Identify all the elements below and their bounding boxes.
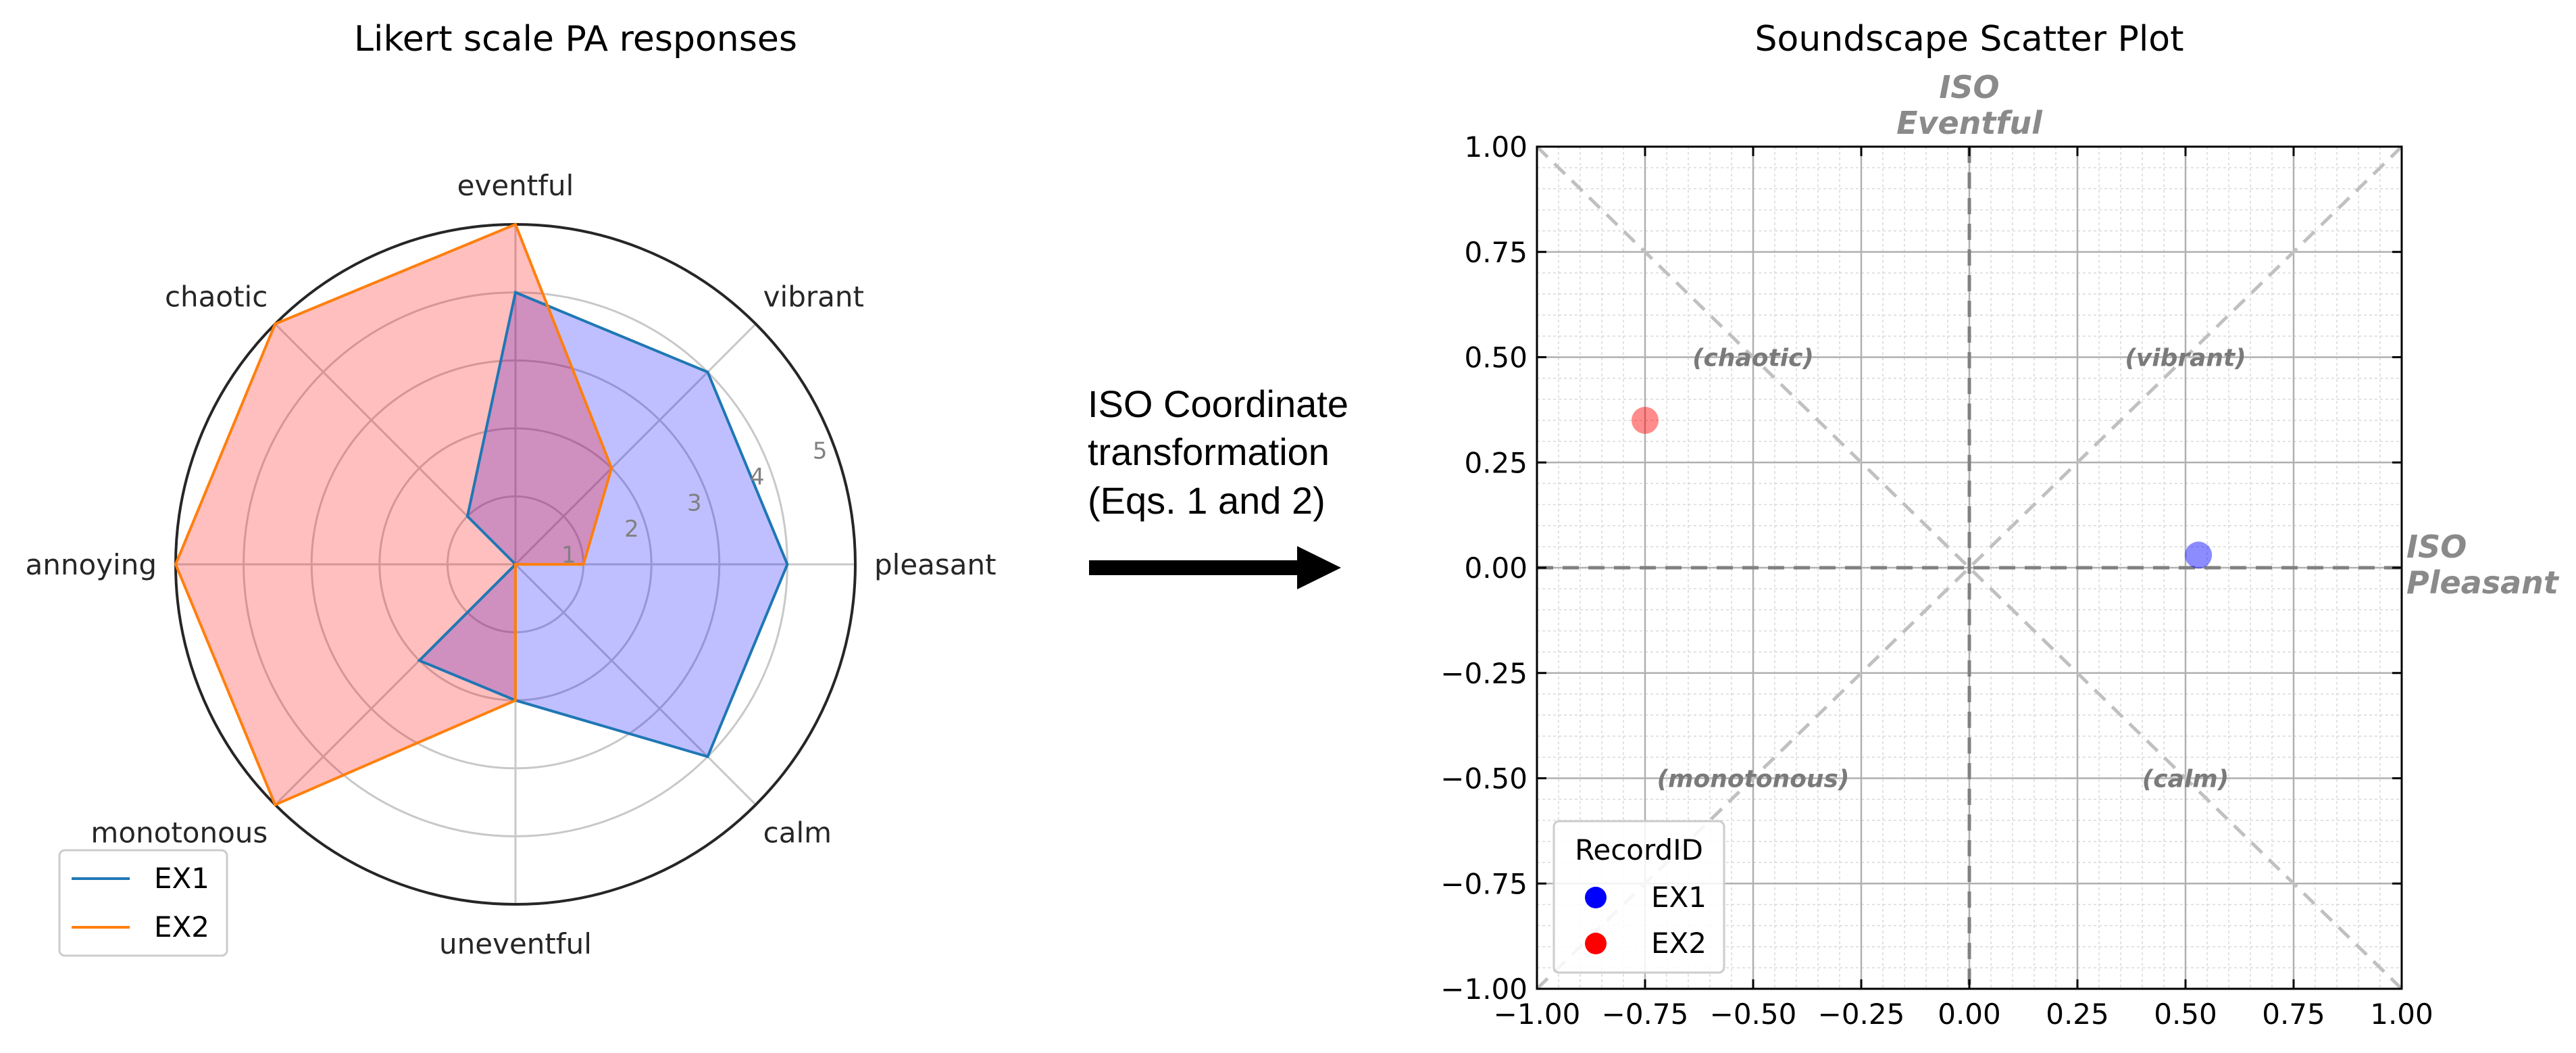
radar-legend-frame [58, 849, 228, 957]
y-tick-label: 0.50 [1464, 341, 1527, 374]
x-tick-label: −0.25 [1818, 998, 1905, 1031]
radar-radial-tick-3: 3 [687, 490, 702, 517]
radar-label-annoying: annoying [26, 548, 157, 581]
x-tick-label: −1.00 [1494, 998, 1581, 1031]
scatter-title: Soundscape Scatter Plot [1755, 19, 2184, 59]
radar-radial-tick-2: 2 [624, 516, 639, 543]
quadrant-label-vibrant: (vibrant) [2125, 345, 2246, 372]
scatter-legend-title: RecordID [1575, 833, 1703, 866]
radar-category-labels: pleasant vibrant eventful chaotic annoying mo… [26, 169, 996, 960]
y-tick-label: 0.00 [1464, 552, 1527, 585]
radar-label-chaotic: chaotic [165, 280, 268, 313]
radar-radial-ticks: 1 2 3 4 5 [561, 438, 827, 569]
y-tick-label: −1.00 [1440, 973, 1527, 1006]
radar-spoke-vibrant [514, 323, 757, 566]
y-tick-label: 0.75 [1464, 236, 1527, 269]
scatter-point-ex1 [2185, 541, 2213, 569]
y-tick-label: 0.25 [1464, 446, 1527, 479]
scatter-legend-label-ex2: EX2 [1651, 927, 1707, 960]
transform-annotation: ISO Coordinate transformation (Eqs. 1 an… [1088, 383, 1348, 589]
x-tick-label: 0.00 [1938, 998, 2001, 1031]
scatter-points [1632, 406, 2213, 569]
y-tick-label: −0.25 [1440, 657, 1527, 690]
scatter-x-axis-label: ISO Pleasant [2406, 529, 2560, 601]
transform-line-1: ISO Coordinate [1088, 383, 1348, 425]
radar-label-pleasant: pleasant [874, 548, 996, 581]
x-tick-label: 0.25 [2046, 998, 2109, 1031]
x-axis-label-line-1: ISO [2406, 529, 2467, 565]
radar-title: Likert scale PA responses [354, 19, 797, 59]
x-tick-label: 1.00 [2370, 998, 2433, 1031]
scatter-chart: Soundscape Scatter Plot (chaotic) (vibra… [1440, 19, 2560, 1031]
scatter-zero-axes [1537, 147, 2402, 989]
radar-area-ex2 [176, 224, 612, 805]
radar-label-calm: calm [763, 816, 832, 850]
y-tick-label: −0.50 [1440, 762, 1527, 795]
x-tick-label: 0.75 [2262, 998, 2325, 1031]
radar-line-ex2 [174, 222, 613, 807]
scatter-legend: RecordID EX1 EX2 [1552, 820, 1725, 974]
radar-chart: Likert scale PA responses pleasant vibran… [26, 19, 996, 960]
transform-line-2: transformation [1088, 431, 1330, 473]
transform-line-3: (Eqs. 1 and 2) [1088, 479, 1325, 522]
y-tick-label: 1.00 [1464, 130, 1527, 164]
scatter-legend-marker-ex1 [1585, 887, 1607, 908]
y-tick-label: −0.75 [1440, 867, 1527, 900]
radar-legend: EX1 EX2 [58, 849, 228, 957]
radar-radial-tick-4: 4 [750, 464, 765, 491]
y-axis-label-line-2: Eventful [1896, 105, 2043, 141]
scatter-quadrant-labels: (chaotic) (vibrant) (monotonous) (calm) [1657, 345, 2246, 793]
scatter-point-ex2 [1632, 406, 1659, 434]
radar-legend-label-ex1: EX1 [154, 862, 209, 895]
x-tick-label: −0.50 [1710, 998, 1797, 1031]
radar-label-uneventful: uneventful [439, 927, 592, 960]
radar-label-eventful: eventful [457, 169, 574, 202]
transform-arrow-head [1297, 546, 1341, 589]
radar-area-ex1 [419, 292, 788, 757]
quadrant-label-chaotic: (chaotic) [1692, 345, 1814, 372]
radar-legend-label-ex2: EX2 [154, 910, 209, 944]
x-tick-label: 0.50 [2154, 998, 2217, 1031]
quadrant-label-calm: (calm) [2142, 766, 2229, 793]
scatter-ticks: −1.00 −0.75 −0.50 −0.25 0.00 0.25 0.50 0.75 1.00… [1440, 130, 2433, 1031]
radar-spoke-calm [514, 563, 757, 806]
x-axis-label-line-2: Pleasant [2406, 564, 2560, 601]
quadrant-label-monotonous: (monotonous) [1657, 766, 1850, 793]
radar-label-monotonous: monotonous [91, 816, 268, 850]
radar-radial-tick-5: 5 [813, 438, 828, 465]
scatter-y-axis-label: ISO Eventful [1896, 69, 2043, 141]
x-tick-label: −0.75 [1602, 998, 1689, 1031]
y-axis-label-line-1: ISO [1939, 69, 1999, 105]
scatter-legend-label-ex1: EX1 [1651, 881, 1707, 914]
radar-radial-tick-1: 1 [561, 542, 576, 569]
diagonal-falling [1536, 145, 2403, 990]
radar-label-vibrant: vibrant [763, 280, 864, 313]
radar-series [174, 222, 789, 807]
scatter-legend-marker-ex2 [1585, 933, 1607, 954]
